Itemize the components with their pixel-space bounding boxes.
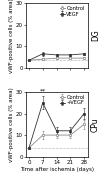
Text: **: ** — [40, 88, 46, 93]
Legend: Control, +VEGF: Control, +VEGF — [59, 94, 85, 106]
Text: DG: DG — [91, 30, 100, 41]
Y-axis label: vWF-positive cells (% area): vWF-positive cells (% area) — [9, 0, 14, 73]
Y-axis label: vWF-positive cells (% area): vWF-positive cells (% area) — [9, 87, 14, 162]
Legend: Control, VEGF: Control, VEGF — [59, 5, 85, 17]
X-axis label: Time after ischemia (days): Time after ischemia (days) — [20, 167, 94, 172]
Text: CPu: CPu — [91, 117, 100, 132]
